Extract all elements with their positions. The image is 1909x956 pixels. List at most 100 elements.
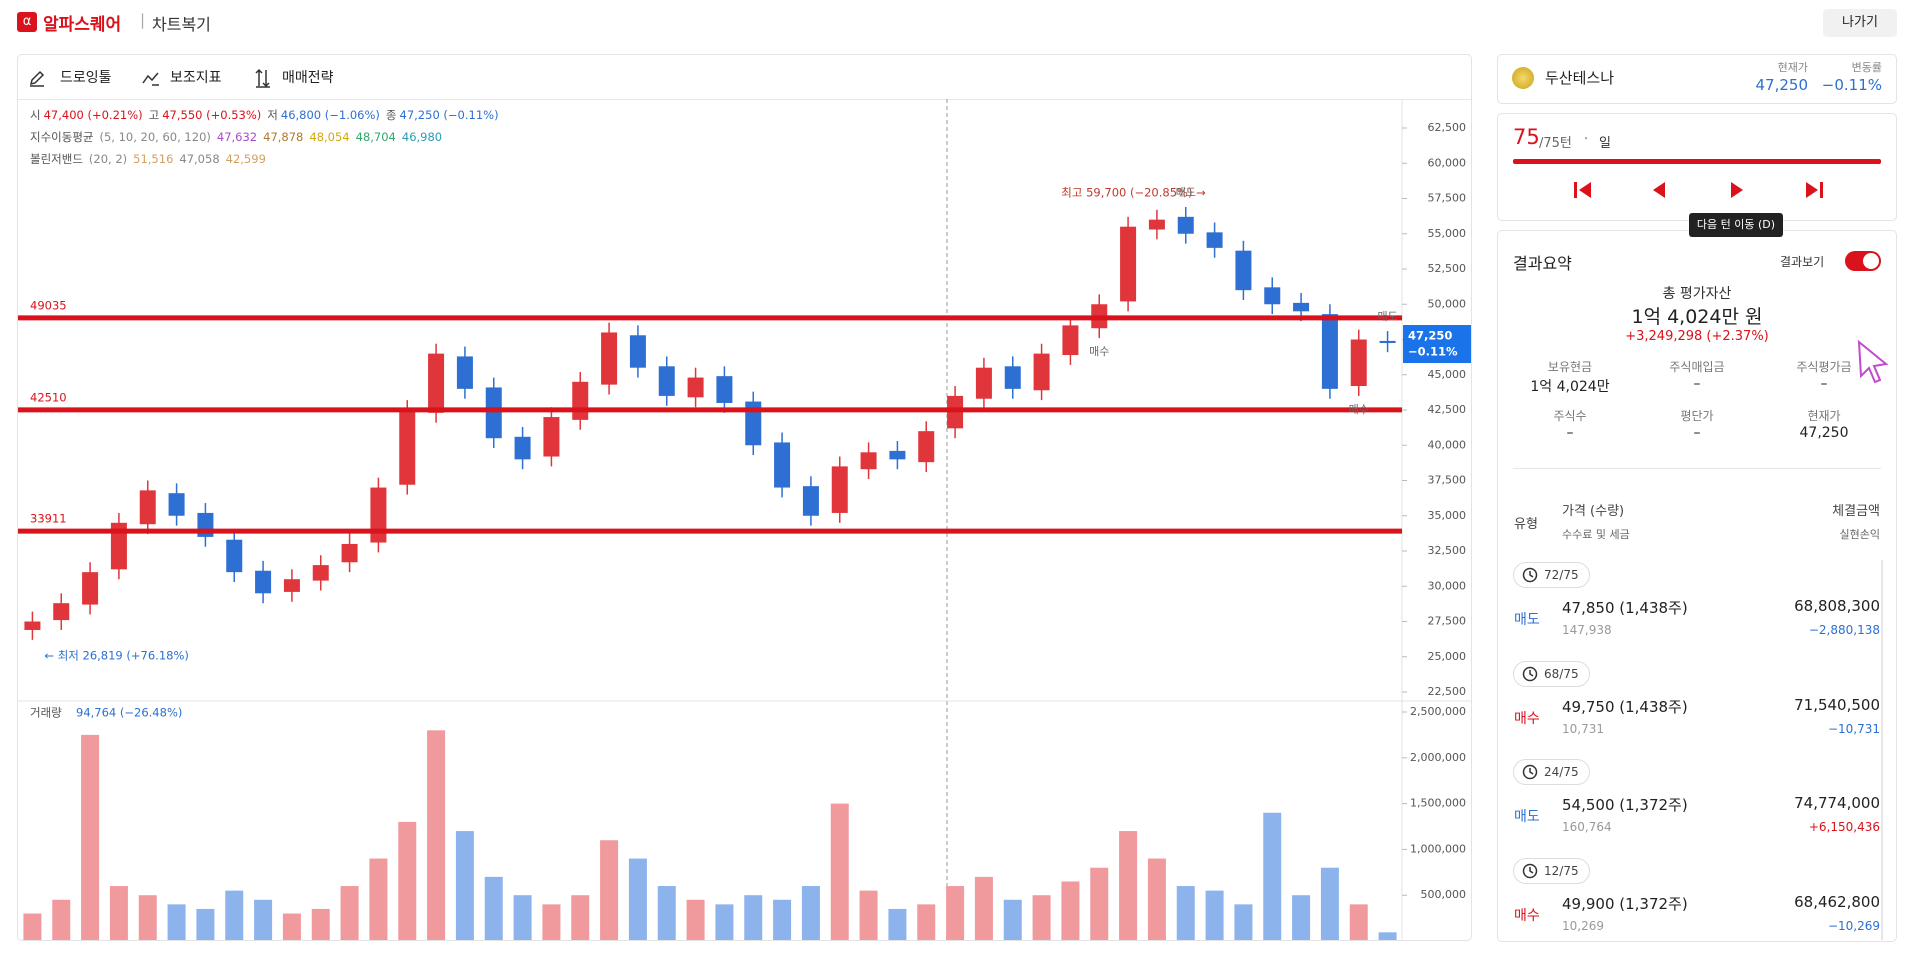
y-tick-label: 62,500 xyxy=(1428,121,1467,134)
turn-badge: 12/75 xyxy=(1513,857,1590,884)
turn: 24/75 xyxy=(1544,765,1579,779)
total: 1억 4,024만 원 xyxy=(1631,306,1763,328)
trade-fee: 147,938 xyxy=(1562,623,1612,637)
cursor xyxy=(1857,340,1889,384)
ohlc-value: 46,800 (−1.06%) xyxy=(280,108,380,122)
candle-body xyxy=(370,487,387,543)
turn: 68/75 xyxy=(1544,666,1579,681)
bollinger-params: (20, 2) xyxy=(88,152,128,166)
ohlc-label: 시 xyxy=(30,108,41,122)
volume-bar xyxy=(946,886,965,940)
candle-body xyxy=(1264,287,1281,305)
y-tick-label: 22,500 xyxy=(1428,685,1467,698)
turn-badge: 24/75 xyxy=(1513,759,1590,785)
candle-body xyxy=(168,493,185,516)
candle-body xyxy=(831,466,848,513)
y-tick-label: 25,000 xyxy=(1428,650,1467,663)
volume-bar xyxy=(427,730,446,940)
next-button[interactable] xyxy=(1726,180,1748,200)
candle-body xyxy=(53,603,70,621)
volume-tick-label: 1,000,000 xyxy=(1410,842,1466,855)
ema-value: 47,878 xyxy=(263,130,304,144)
chart-panel: 드로잉툴 보조지표 매매전략 시 47,400 (+0.21%) 고 47,550 (… xyxy=(17,54,1472,941)
turn-current: 75 xyxy=(1513,125,1540,149)
volume-label: 거래량 xyxy=(30,706,62,720)
side: 매수 xyxy=(1514,907,1540,924)
volume-tick-label: 2,000,000 xyxy=(1410,751,1466,764)
stat-label: 주식평가금 xyxy=(1796,360,1852,374)
volume-bar xyxy=(571,895,590,940)
toolbar-item[interactable]: 매매전략 xyxy=(282,70,334,86)
candle-body xyxy=(341,543,358,563)
prev-button[interactable] xyxy=(1648,180,1670,200)
first-button[interactable] xyxy=(1572,180,1594,200)
col-fee: 수수료 및 세금 xyxy=(1562,528,1630,541)
volume-bar xyxy=(1003,899,1022,940)
volume-bar xyxy=(1349,904,1368,940)
turn-total: /75턴 xyxy=(1539,136,1572,151)
toggle-label: 결과보기 xyxy=(1780,255,1825,269)
candle-body xyxy=(226,539,243,573)
trade-amount: 68,462,800 xyxy=(1794,892,1880,911)
volume-bar xyxy=(52,899,71,940)
volume-bar xyxy=(455,831,474,940)
candle-body xyxy=(601,332,618,385)
bollinger-value: 47,058 xyxy=(179,152,220,166)
volume-bar xyxy=(657,886,676,940)
trade-price: 54,500 (1,372주) xyxy=(1562,796,1688,814)
trade-pnl: −10,269 xyxy=(1827,918,1880,933)
bollinger-value: 51,516 xyxy=(133,152,174,166)
volume-bar xyxy=(398,821,417,940)
change: −0.11% xyxy=(1821,76,1882,94)
candle-body xyxy=(1177,216,1194,234)
exit-button[interactable]: 나가기 xyxy=(1823,9,1897,37)
trade-price: 49,750 (1,438주) xyxy=(1562,697,1688,716)
volume-bar xyxy=(138,895,157,940)
toolbar xyxy=(18,55,1471,100)
y-tick-label: 42,500 xyxy=(1428,403,1467,416)
volume-bar xyxy=(1378,932,1397,940)
candle-body xyxy=(774,442,791,488)
divider: | xyxy=(140,11,146,29)
bollinger-label: 볼린저밴드 xyxy=(30,152,83,166)
last-button[interactable] xyxy=(1803,180,1825,200)
candle-body xyxy=(1235,250,1252,291)
candle-body xyxy=(1379,340,1396,344)
ema-value: 47,632 xyxy=(216,130,258,144)
y-tick-label: 57,500 xyxy=(1428,192,1467,205)
candle-body xyxy=(82,572,99,605)
side: 매도 xyxy=(1514,612,1540,628)
volume-bar xyxy=(917,904,936,940)
toggle[interactable] xyxy=(1845,251,1881,271)
trade-amount: 71,540,500 xyxy=(1794,695,1880,714)
volume-bar xyxy=(311,908,330,940)
stock-name: 두산테스나 xyxy=(1545,69,1615,87)
volume-summary: 94,764 (−26.48%) xyxy=(76,706,182,720)
candle-body xyxy=(802,486,819,516)
stat-label: 주식매입금 xyxy=(1669,360,1725,374)
turn: 12/75 xyxy=(1544,863,1579,878)
candle-body xyxy=(255,570,272,594)
volume-bar xyxy=(254,899,273,940)
candle-body xyxy=(1350,339,1367,387)
toolbar-item[interactable]: 드로잉툴 xyxy=(60,70,112,86)
candle-body xyxy=(716,376,733,403)
stock-icon xyxy=(1512,67,1534,89)
price: 47,250 xyxy=(1755,76,1809,94)
high-note: 최고 59,700 (−20.85%) → xyxy=(1061,185,1206,199)
toolbar-item[interactable]: 보조지표 xyxy=(170,70,222,86)
y-tick-label: 30,000 xyxy=(1428,579,1467,592)
ema-value: 48,054 xyxy=(309,130,350,144)
turn-period: 일 xyxy=(1599,136,1611,151)
trade-fee: 10,269 xyxy=(1562,918,1604,933)
y-tick-label: 37,500 xyxy=(1428,474,1467,487)
tooltip: 다음 턴 이동 (D) xyxy=(1689,213,1783,237)
col-amount: 체결금액 xyxy=(1832,504,1880,519)
candle-body xyxy=(514,436,531,460)
candle-body xyxy=(283,579,300,592)
volume-bar xyxy=(1292,895,1311,940)
volume-bar xyxy=(715,904,734,940)
trade-price: 47,850 (1,438주) xyxy=(1562,599,1688,617)
ohlc-value: 47,550 (+0.53%) xyxy=(162,108,262,122)
candle-body xyxy=(572,381,589,420)
